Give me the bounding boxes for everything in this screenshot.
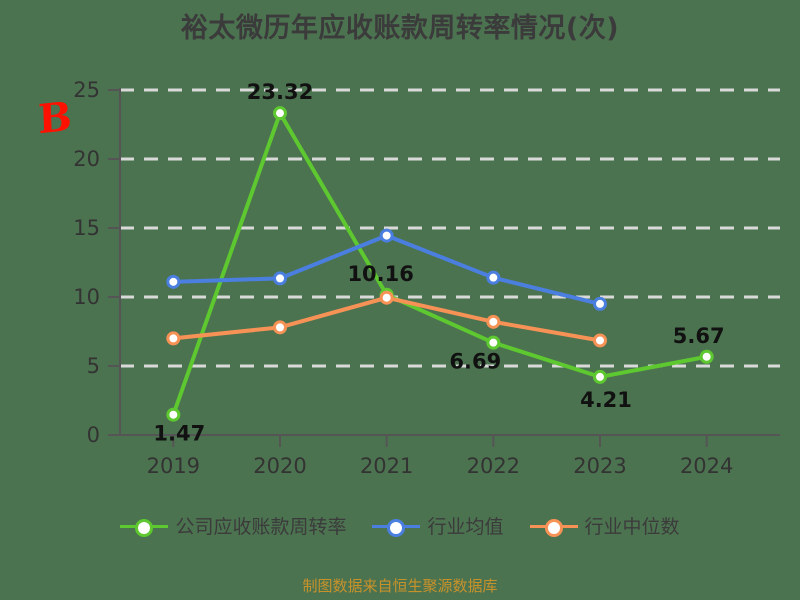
y-axis-group: 0 5 10 15 20 25 bbox=[73, 78, 121, 447]
data-labels-group: 1.47 23.32 10.16 6.69 4.21 5.67 bbox=[153, 80, 724, 446]
x-tick-label: 2021 bbox=[360, 454, 413, 478]
legend-item-industry-median[interactable]: 行业中位数 bbox=[529, 512, 680, 539]
legend-item-industry-average[interactable]: 行业均值 bbox=[372, 512, 504, 539]
y-tick-label: 5 bbox=[87, 354, 100, 378]
y-tick-label: 25 bbox=[73, 78, 100, 102]
legend-label-industry-median: 行业中位数 bbox=[584, 516, 680, 538]
y-tick-label: 10 bbox=[73, 285, 100, 309]
x-tick-label: 2020 bbox=[253, 454, 306, 478]
legend-label-company: 公司应收账款周转率 bbox=[175, 516, 347, 538]
chart-title: 裕太微历年应收账款周转率情况(次) bbox=[180, 13, 620, 44]
data-point-label: 1.47 bbox=[153, 422, 205, 446]
data-point-marker[interactable] bbox=[593, 369, 607, 384]
data-source-note: 制图数据来自恒生聚源数据库 bbox=[302, 577, 498, 595]
chart-legend: 公司应收账款周转率 行业均值 行业中位数 bbox=[0, 512, 800, 539]
line-chart-plot: 0 5 10 15 20 25 2019 2020 2021 2022 2023 2024 1.47… bbox=[73, 78, 780, 478]
y-tick-label: 15 bbox=[73, 216, 100, 240]
data-point-marker[interactable] bbox=[166, 331, 181, 346]
series-group bbox=[166, 106, 714, 422]
x-tick-label: 2022 bbox=[467, 454, 520, 478]
data-point-marker[interactable] bbox=[486, 270, 501, 285]
data-point-marker[interactable] bbox=[593, 296, 607, 311]
data-point-marker[interactable] bbox=[379, 290, 394, 305]
data-point-marker[interactable] bbox=[593, 333, 607, 348]
data-point-marker[interactable] bbox=[273, 271, 287, 286]
x-tick-label: 2024 bbox=[680, 454, 733, 478]
data-point-label: 10.16 bbox=[347, 262, 413, 286]
x-tick-label: 2023 bbox=[573, 454, 626, 478]
data-point-marker[interactable] bbox=[486, 335, 501, 350]
legend-label-industry-average: 行业均值 bbox=[427, 516, 504, 538]
data-point-label: 23.32 bbox=[247, 80, 313, 104]
data-point-label: 6.69 bbox=[449, 350, 501, 374]
legend-item-company[interactable]: 公司应收账款周转率 bbox=[120, 512, 346, 539]
data-point-label: 5.67 bbox=[673, 324, 725, 348]
data-point-marker[interactable] bbox=[699, 349, 714, 364]
data-point-marker[interactable] bbox=[273, 320, 287, 335]
y-tick-label: 0 bbox=[87, 423, 100, 447]
x-axis-group: 2019 2020 2021 2022 2023 2024 bbox=[120, 434, 780, 478]
legend-marker-company bbox=[120, 516, 169, 537]
data-point-marker[interactable] bbox=[273, 106, 287, 121]
data-point-marker[interactable] bbox=[486, 314, 501, 329]
gridlines-group bbox=[120, 88, 780, 368]
y-tick-label: 20 bbox=[73, 147, 100, 171]
data-point-marker[interactable] bbox=[166, 274, 181, 289]
x-tick-label: 2019 bbox=[147, 454, 200, 478]
series-line bbox=[171, 111, 709, 417]
legend-marker-industry-median bbox=[529, 516, 578, 537]
data-point-label: 4.21 bbox=[580, 388, 632, 412]
legend-marker-industry-average bbox=[372, 516, 421, 537]
data-point-marker[interactable] bbox=[166, 407, 181, 422]
data-point-marker[interactable] bbox=[379, 228, 394, 243]
